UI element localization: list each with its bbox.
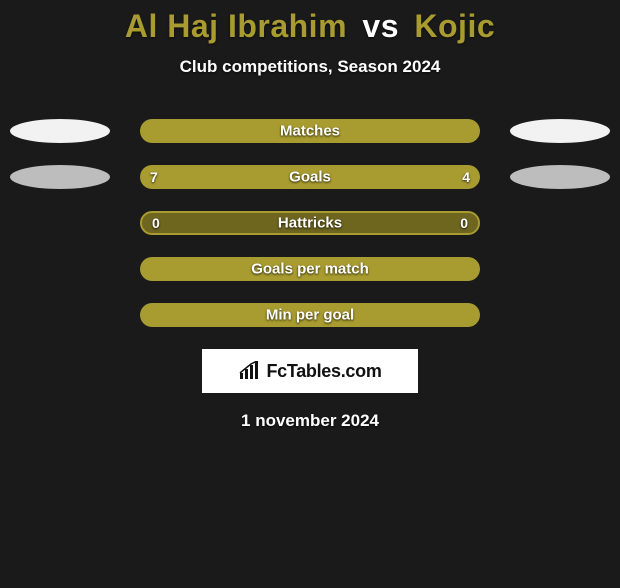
player2-name: Kojic bbox=[414, 8, 495, 44]
bar-label: Min per goal bbox=[266, 307, 354, 324]
bar-label: Goals per match bbox=[251, 261, 369, 278]
stat-row-goals: 7 Goals 4 bbox=[0, 165, 620, 189]
bar-label: Matches bbox=[280, 123, 340, 140]
footer-date: 1 november 2024 bbox=[0, 411, 620, 431]
page-title: Al Haj Ibrahim vs Kojic bbox=[0, 8, 620, 45]
bar-value-left: 7 bbox=[150, 169, 158, 185]
subtitle: Club competitions, Season 2024 bbox=[0, 57, 620, 77]
stat-row-hattricks: 0 Hattricks 0 bbox=[0, 211, 620, 235]
bar-gpm: Goals per match bbox=[140, 257, 480, 281]
bar-fill-right bbox=[344, 165, 480, 189]
stat-row-mpg: Min per goal bbox=[0, 303, 620, 327]
stat-row-matches: Matches bbox=[0, 119, 620, 143]
bar-value-right: 4 bbox=[462, 169, 470, 185]
right-shape-ellipse bbox=[510, 165, 610, 189]
vs-text: vs bbox=[362, 8, 399, 44]
stats-container: Matches 7 Goals 4 0 Hattricks 0 Goals pe… bbox=[0, 119, 620, 327]
bar-chart-icon bbox=[238, 361, 262, 381]
logo-text: FcTables.com bbox=[266, 361, 381, 382]
bar-label: Goals bbox=[289, 169, 331, 186]
stat-row-gpm: Goals per match bbox=[0, 257, 620, 281]
bar-goals: 7 Goals 4 bbox=[140, 165, 480, 189]
bar-value-left: 0 bbox=[152, 215, 160, 231]
bar-mpg: Min per goal bbox=[140, 303, 480, 327]
left-shape-ellipse bbox=[10, 119, 110, 143]
right-shape-ellipse bbox=[510, 119, 610, 143]
left-shape-ellipse bbox=[10, 165, 110, 189]
bar-label: Hattricks bbox=[278, 215, 342, 232]
logo-box: FcTables.com bbox=[202, 349, 418, 393]
player1-name: Al Haj Ibrahim bbox=[125, 8, 347, 44]
bar-matches: Matches bbox=[140, 119, 480, 143]
bar-hattricks: 0 Hattricks 0 bbox=[140, 211, 480, 235]
bar-value-right: 0 bbox=[460, 215, 468, 231]
